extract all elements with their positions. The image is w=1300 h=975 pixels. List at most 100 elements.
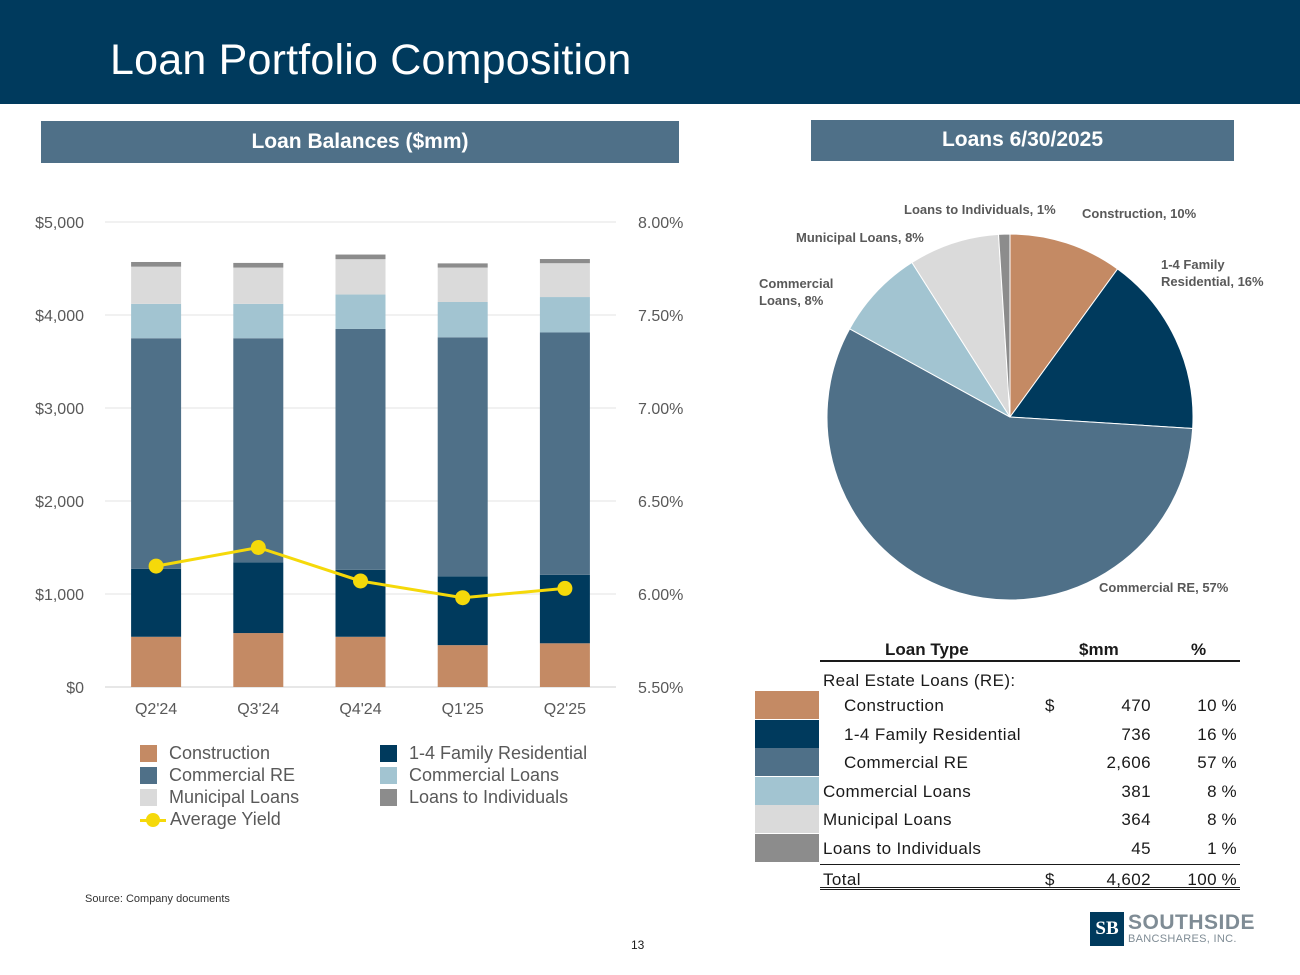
bar-segment (437, 645, 488, 687)
bar-segment (335, 328, 386, 570)
total-label: Total (823, 870, 861, 889)
x-tick-label: Q1'25 (442, 701, 484, 718)
bar-segment (437, 337, 488, 577)
header-loan-type: Loan Type (885, 640, 969, 659)
bar-segment (131, 261, 182, 267)
row-label: 1-4 Family Residential (844, 724, 1021, 744)
total-mm: 4,602 (1106, 870, 1151, 889)
row-mm: 364 (1121, 810, 1151, 829)
logo-name: SOUTHSIDE (1128, 911, 1256, 934)
logo-mark: SB (1090, 912, 1124, 946)
x-tick-label: Q4'24 (339, 701, 381, 718)
y-right-tick-label: 7.00% (638, 401, 683, 418)
average-yield-point (455, 590, 471, 606)
legend-label: Commercial RE (169, 765, 296, 785)
page-title: Loan Portfolio Composition (110, 36, 632, 84)
pie-slice (848, 261, 1011, 418)
row-mm: 2,606 (1106, 753, 1151, 772)
y-right-tick-label: 8.00% (638, 215, 683, 232)
bar-segment (335, 294, 386, 329)
table-row: 1-4 Family Residential 736 16% (755, 719, 1245, 748)
row-swatch (755, 805, 819, 833)
legend-item: Commercial RE (140, 765, 295, 786)
y-left-tick-label: $3,000 (35, 401, 84, 418)
pie-slice-label: Commercial RE, 57% (1099, 580, 1229, 595)
legend-label: Commercial Loans (409, 765, 560, 785)
row-label: Municipal Loans (823, 810, 952, 829)
row-label: Commercial Loans (823, 781, 972, 801)
bar-segment (437, 267, 488, 302)
source-note: Source: Company documents (85, 893, 230, 905)
total-bottom-rule (820, 887, 1240, 891)
legend-item: Average Yield (140, 809, 281, 830)
pie-slice (911, 233, 1011, 418)
bar-segment (131, 636, 182, 687)
row-pct: 57 (1197, 753, 1217, 772)
bar-segment (539, 332, 590, 575)
row-mm: 736 (1121, 724, 1151, 744)
total-pct: 100 (1187, 870, 1217, 889)
total-pct-sign: % (1221, 870, 1237, 889)
loan-balances-banner: Loan Balances ($mm) (41, 121, 679, 163)
legend-item: Municipal Loans (140, 787, 299, 808)
row-swatch (755, 776, 819, 805)
pie-label-line: Loans, 8% (759, 293, 824, 308)
bar-segment (233, 303, 284, 339)
average-yield-point (250, 540, 266, 555)
header-bar (0, 0, 1300, 104)
row-pct: 16 (1197, 724, 1217, 744)
row-mm: 470 (1121, 696, 1151, 715)
y-right-tick-label: 6.00% (638, 587, 683, 604)
pie-slice-label: Municipal Loans, 8% (796, 230, 924, 245)
row-pct-sign: % (1221, 838, 1237, 858)
legend-label: 1-4 Family Residential (409, 743, 588, 763)
legend-item: Commercial Loans (380, 765, 559, 786)
pie-slice-label: 1-4 Family Residential, 16% (1161, 257, 1264, 289)
table-row: Commercial RE 2,606 57% (755, 748, 1245, 776)
chart-legend: Construction 1-4 Family Residential Commer… (140, 743, 620, 833)
legend-swatch (380, 745, 397, 762)
row-mm: 45 (1131, 838, 1151, 858)
bar-segment (131, 303, 182, 339)
row-pct: 10 (1197, 696, 1217, 715)
bar-segment (437, 263, 488, 268)
loan-balances-chart: $0 $1,000 $2,000 $3,000 $4,000 $5,000 5.50% 6.0… (35, 215, 683, 718)
bar-segment (539, 259, 590, 264)
bar-segment (335, 259, 386, 295)
header-mm: $mm (1079, 640, 1119, 659)
bar-segment (539, 297, 590, 333)
legend-label: Construction (169, 743, 271, 763)
row-label: Loans to Individuals (823, 838, 982, 858)
bar-segment (539, 263, 590, 298)
row-label: Commercial RE (844, 753, 969, 772)
legend-swatch (140, 745, 157, 762)
bar-segment (437, 576, 488, 646)
table-row: Construction $470 10% (755, 691, 1245, 719)
legend-swatch (380, 789, 397, 806)
row-dollar: $ (1045, 696, 1055, 715)
legend-item: Loans to Individuals (380, 787, 568, 808)
pie-slice (826, 328, 1194, 601)
bar-segment (539, 643, 590, 687)
row-swatch (755, 833, 819, 862)
re-label-row: Real Estate Loans (RE): (755, 666, 1245, 694)
legend-label: Average Yield (170, 809, 281, 829)
row-pct-sign: % (1221, 724, 1237, 744)
row-swatch (755, 748, 819, 776)
table-row: Commercial Loans 381 8% (755, 776, 1245, 805)
row-pct: 8 (1207, 781, 1217, 801)
table-header: Loan Type $mm % (820, 636, 1240, 662)
legend-item: 1-4 Family Residential (380, 743, 587, 764)
bar-segment (131, 266, 182, 304)
legend-item: Construction (140, 743, 270, 764)
bar-segment (233, 262, 284, 268)
legend-swatch (140, 811, 166, 828)
legend-label: Municipal Loans (169, 787, 300, 807)
row-pct-sign: % (1221, 781, 1237, 801)
row-pct-sign: % (1221, 810, 1237, 829)
y-left-tick-label: $1,000 (35, 587, 84, 604)
pie-label-line: Residential, 16% (1161, 274, 1264, 289)
pie-label-line: 1-4 Family (1161, 257, 1225, 272)
x-tick-label: Q2'24 (135, 701, 177, 718)
pie-label-line: Commercial (759, 276, 833, 291)
